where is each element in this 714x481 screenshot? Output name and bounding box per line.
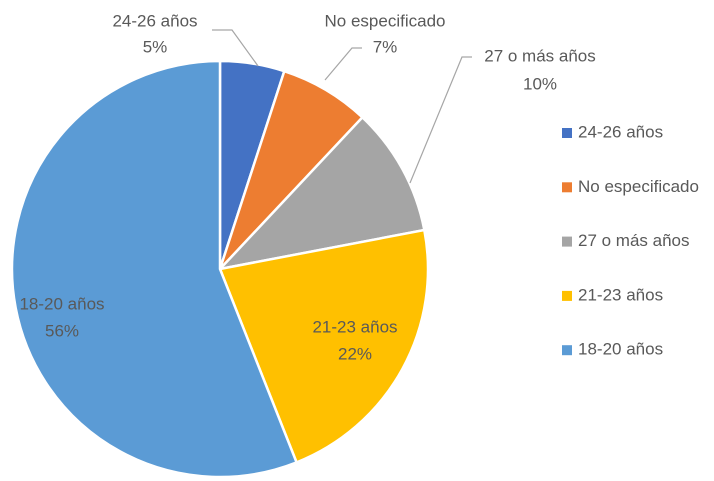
pie-slice [218,228,430,465]
data-label-value: 56% [45,321,79,340]
legend-swatch [562,236,572,247]
data-label-category: 27 o más años [484,46,596,65]
data-label-value: 22% [338,344,372,363]
legend-label: 24-26 años [578,122,663,141]
legend-label: 27 o más años [578,231,690,250]
pie-slice [216,115,426,271]
leader-line [324,47,362,81]
legend-swatch [562,182,572,193]
legend-label: 21-23 años [578,285,663,304]
legend-swatch [562,345,572,356]
legend-label: 18-20 años [578,340,663,359]
legend-swatch [562,128,572,138]
leader-line [212,29,259,67]
data-label-value: 5% [143,37,168,56]
pie-slice [10,59,299,479]
data-label-value: 10% [523,74,557,93]
data-label-category: No especificado [325,11,446,30]
legend-swatch [562,290,572,301]
legend-label: No especificado [578,177,699,196]
data-label-category: 24-26 años [112,11,197,30]
data-label-category: 18-20 años [19,294,104,313]
data-label-category: 21-23 años [312,317,397,336]
leader-line [409,56,472,184]
data-label-value: 7% [373,37,398,56]
